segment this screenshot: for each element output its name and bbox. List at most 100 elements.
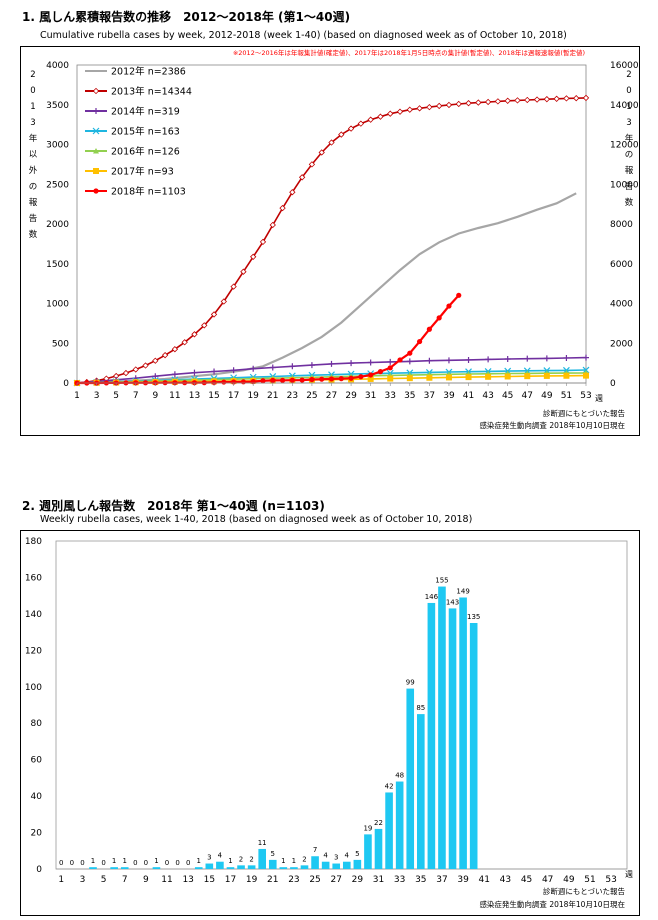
chart2-x-tick-label: 53 xyxy=(605,875,616,885)
chart1-right-axis-label-char: 0 xyxy=(626,86,631,96)
bar-week-32 xyxy=(385,792,393,869)
series-point-2 xyxy=(201,322,208,329)
series-point-2 xyxy=(230,283,237,290)
series-point-2 xyxy=(436,102,443,110)
chart1-x-tick-label: 21 xyxy=(267,391,278,401)
bar-week-33 xyxy=(395,781,404,869)
chart1-x-tick-label: 47 xyxy=(522,391,533,401)
legend-entry-6: 2017年 n=93 xyxy=(111,166,174,178)
series-point-7 xyxy=(416,338,423,345)
series-point-7 xyxy=(456,292,462,298)
bar-value-label: 3 xyxy=(207,854,211,862)
chart2-y-tick-label: 120 xyxy=(25,646,42,656)
chart2-y-tick-label: 140 xyxy=(25,610,42,620)
series-point-2 xyxy=(406,106,413,113)
series-point-3 xyxy=(426,357,433,364)
bar-value-label: 5 xyxy=(355,850,359,858)
chart1-x-tick-label: 29 xyxy=(345,391,357,401)
series-point-3 xyxy=(269,364,276,371)
bar-value-label: 4 xyxy=(345,852,350,860)
chart1-y-tick-label: 2000 xyxy=(46,220,69,230)
legend-entry-4: 2015年 n=163 xyxy=(111,126,180,138)
series-point-2 xyxy=(220,298,227,305)
bar-value-label: 1 xyxy=(228,857,232,865)
chart1-right-axis-label-char: 2 xyxy=(626,70,631,80)
bar-value-label: 0 xyxy=(59,859,63,867)
bar-value-label: 0 xyxy=(101,859,105,867)
chart1-y-tick-label: 1000 xyxy=(46,300,69,310)
series-point-7 xyxy=(358,374,364,380)
chart1-left-axis-label-char: 数 xyxy=(29,229,38,240)
chart1-x-tick-label: 39 xyxy=(443,391,455,401)
chart2-x-tick-label: 9 xyxy=(143,875,149,885)
chart2-y-tick-label: 80 xyxy=(31,719,43,729)
chart1-y2-tick-label: 6000 xyxy=(610,260,633,270)
series-point-3 xyxy=(406,358,413,365)
chart2-x-tick-label: 25 xyxy=(309,875,320,885)
bar-value-label: 2 xyxy=(249,855,253,863)
series-point-7 xyxy=(328,376,335,382)
bar-week-21 xyxy=(268,859,277,869)
bar-value-label: 135 xyxy=(467,613,480,621)
chart1-left-axis-label-char: 外 xyxy=(29,165,38,176)
chart1-x-tick-label: 11 xyxy=(169,391,180,401)
legend-entry-3: 2014年 n=319 xyxy=(111,106,180,118)
series-2-group xyxy=(73,94,590,387)
series-point-7 xyxy=(426,326,432,332)
series-point-3 xyxy=(230,367,237,374)
series-point-3 xyxy=(583,354,589,361)
series-point-2 xyxy=(240,268,247,275)
chart1-x-tick-label: 5 xyxy=(113,391,119,401)
chart2-x-tick-label: 29 xyxy=(352,875,364,885)
bar-value-label: 5 xyxy=(271,850,275,858)
chart1-y2-tick-label: 0 xyxy=(610,379,616,389)
series-point-2 xyxy=(318,149,325,156)
series-point-2 xyxy=(269,221,276,229)
bar-week-20 xyxy=(258,848,267,869)
bar-value-label: 3 xyxy=(334,854,338,862)
chart1-x-tick-label: 27 xyxy=(326,391,337,401)
bar-value-label: 155 xyxy=(435,577,448,585)
cumulative-line-chart: 0500100015002000250030003500400002000400… xyxy=(29,48,639,430)
chart2-x-tick-label: 1 xyxy=(58,875,64,885)
bar-week-18 xyxy=(237,865,245,869)
chart2-y-tick-label: 160 xyxy=(25,573,42,583)
chart1-x-tick-label: 45 xyxy=(502,391,513,401)
bar-value-label: 0 xyxy=(70,859,74,867)
chart2-y-tick-label: 60 xyxy=(31,756,43,766)
bar-week-26 xyxy=(321,861,330,869)
chart1-left-axis-label-char: 3 xyxy=(30,118,35,128)
chart1-footer-1: 診断週にもとづいた報告 xyxy=(543,408,626,418)
series-point-3 xyxy=(465,356,472,363)
bar-value-label: 1 xyxy=(122,857,126,865)
chart1-y-tick-label: 2500 xyxy=(46,180,69,190)
series-point-2 xyxy=(152,357,159,364)
bar-week-19 xyxy=(247,865,256,869)
series-point-2 xyxy=(543,96,551,103)
chart1-x-tick-label: 23 xyxy=(287,391,298,401)
series-point-3 xyxy=(387,358,394,365)
chart1-x-tick-label: 1 xyxy=(74,391,80,401)
chart2-x-tick-label: 35 xyxy=(415,875,426,885)
chart1-y2-tick-label: 10000 xyxy=(610,180,639,190)
series-point-7 xyxy=(319,376,325,382)
chart1-y2-tick-label: 4000 xyxy=(610,300,633,310)
series-point-3 xyxy=(485,356,492,363)
series-point-2 xyxy=(308,161,316,168)
legend-marker-5 xyxy=(93,148,99,154)
chart2-frame: 0 20 40 60 80 100 120 140 160 180 1 3 5 7 9 11 13 15 17 19 2… xyxy=(20,530,640,916)
bar-value-label: 0 xyxy=(133,859,137,867)
series-point-7 xyxy=(211,379,217,385)
bar-value-label: 143 xyxy=(446,598,459,606)
bar-value-label: 0 xyxy=(165,859,169,867)
chart1-x-tick-label: 17 xyxy=(228,391,239,401)
series-point-6 xyxy=(543,372,550,379)
chart2-x-tick-label: 11 xyxy=(161,875,172,885)
series-point-7 xyxy=(387,365,393,371)
chart2-x-tick-label: 33 xyxy=(394,875,405,885)
bar-week-22 xyxy=(279,867,288,869)
bar-value-label: 1 xyxy=(281,857,285,865)
bar-week-37 xyxy=(438,586,446,869)
bar-value-label: 0 xyxy=(144,859,148,867)
chart1-right-axis-label-char: 告 xyxy=(625,181,634,192)
